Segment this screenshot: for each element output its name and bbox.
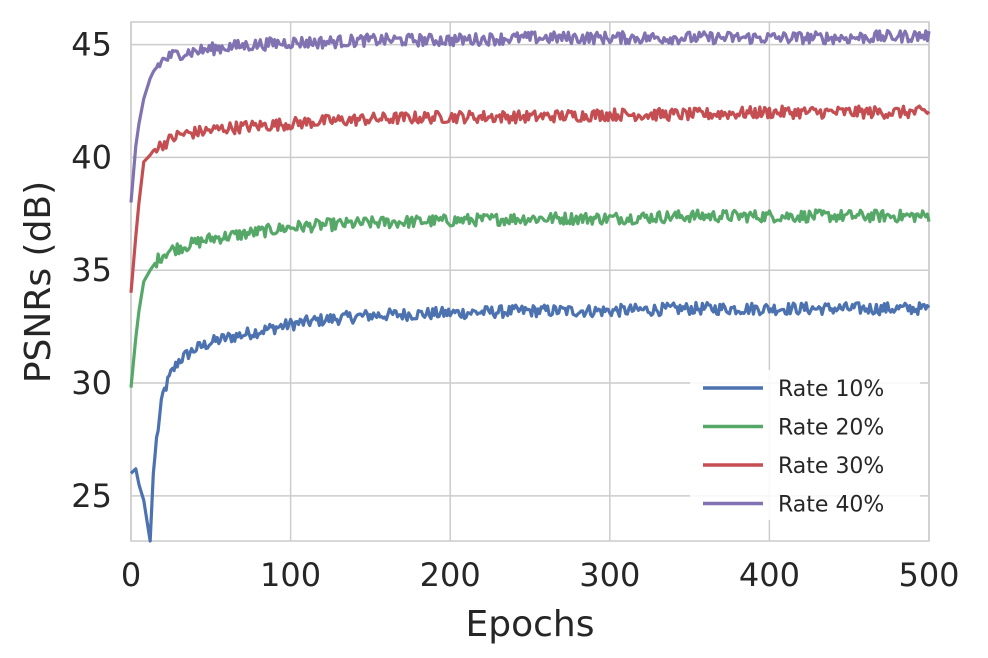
x-tick-label: 500 [898,556,959,594]
x-tick-label: 0 [121,556,141,594]
y-tick-label: 30 [71,364,112,402]
legend: Rate 10% Rate 20% Rate 30% Rate 40% [690,370,920,520]
series-line-rate-10- [129,300,931,543]
series-line-rate-40- [129,28,931,203]
x-tick-label: 200 [420,556,481,594]
y-tick-label: 25 [71,477,112,515]
legend-box [690,370,920,520]
series-line-rate-30- [129,104,931,293]
legend-label-rate-10-: Rate 10% [778,377,884,402]
legend-label-rate-40-: Rate 40% [778,493,884,518]
series-line-rate-20- [129,208,931,388]
x-axis-label: Epochs [466,604,595,645]
x-tick-labels: 0 100 200 300 400 500 [121,556,960,594]
y-tick-label: 35 [71,251,112,289]
y-tick-label: 45 [71,26,112,64]
legend-label-rate-30-: Rate 30% [778,454,884,479]
y-tick-label: 40 [71,138,112,176]
legend-label-rate-20-: Rate 20% [778,416,884,441]
x-tick-label: 100 [260,556,321,594]
y-axis-label: PSNRs (dB) [18,181,59,383]
y-tick-labels: 25 30 35 40 45 [71,26,112,515]
x-tick-label: 400 [739,556,800,594]
x-tick-label: 300 [579,556,640,594]
series-group [129,28,931,543]
